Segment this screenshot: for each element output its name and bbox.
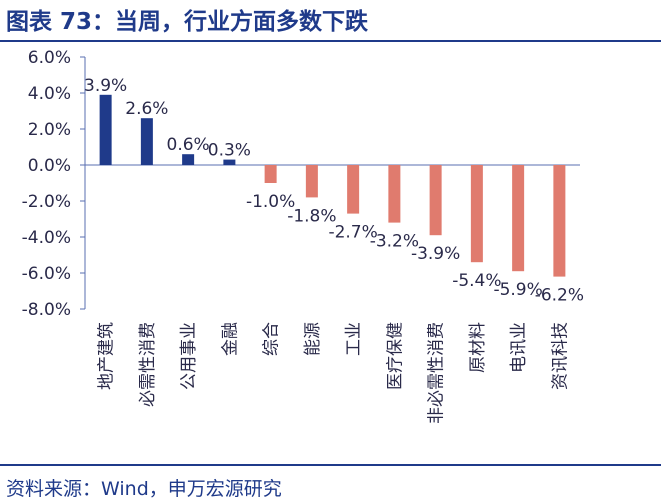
x-tick-label: 医疗保健 [385,322,405,390]
y-tick-label: 0.0% [28,156,71,176]
data-label: -1.0% [246,192,295,212]
bar [347,165,360,214]
x-tick-label: 电讯业 [509,322,529,373]
y-tick-label: -4.0% [22,228,71,248]
bar [140,118,153,165]
data-label: 0.6% [167,135,210,155]
data-label: -3.2% [370,232,419,252]
source-note: 资料来源：Wind，申万宏源研究 [6,478,282,500]
y-tick-label: 6.0% [28,48,71,68]
bar-chart: 6.0% 4.0% 2.0% 0.0% -2.0% -4.0% -6.0% -8.0% 3.9%… [22,48,584,424]
x-tick-label: 能源 [303,322,323,356]
bar [305,165,318,198]
source-divider [0,464,661,466]
x-tick-label: 必需性消费 [138,322,158,407]
bar [553,165,566,277]
x-tick-label: 原材料 [468,322,488,373]
data-label: -3.9% [411,244,460,264]
data-label: 3.9% [84,76,127,96]
y-tick-label: 4.0% [28,84,71,104]
data-label: -2.7% [328,223,377,243]
bar [388,165,401,223]
y-tick-label: -2.0% [22,192,71,212]
data-label: -1.8% [287,206,336,226]
bar [223,159,236,165]
bar [99,94,112,165]
x-tick-label: 地产建筑 [97,322,117,390]
title-divider [0,40,661,42]
x-tick-label: 工业 [344,322,364,356]
bar [182,154,195,165]
y-tick-label: 2.0% [28,120,71,140]
bar [470,165,483,263]
x-tick-label: 金融 [220,322,240,356]
x-tick-label: 资讯科技 [550,322,570,390]
data-label: 0.3% [208,141,251,161]
bar [512,165,525,272]
y-tick-label: -8.0% [22,300,71,320]
data-label: 2.6% [125,99,168,119]
data-label: -6.2% [535,286,584,306]
data-label: -5.4% [452,271,501,291]
chart-title: 图表 73：当周，行业方面多数下跌 [6,9,369,35]
x-tick-label: 公用事业 [179,322,199,390]
x-tick-label: 非必需性消费 [427,322,447,424]
bar [429,165,442,236]
y-tick-label: -6.0% [22,264,71,284]
x-tick-label: 综合 [262,322,282,356]
bar [264,165,277,183]
data-label: -5.9% [493,280,542,300]
